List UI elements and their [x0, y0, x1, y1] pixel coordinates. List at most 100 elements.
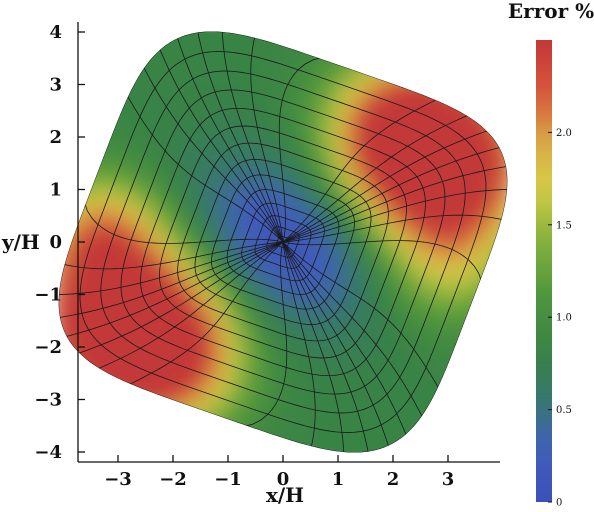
field-cell	[58, 263, 64, 275]
field-cell	[503, 441, 508, 453]
field-cell	[96, 168, 108, 180]
field-cell	[338, 284, 350, 296]
field-cell	[360, 294, 372, 306]
field-cell	[327, 441, 339, 453]
field-cell	[96, 347, 108, 359]
field-cell	[437, 273, 449, 285]
field-cell	[118, 53, 130, 65]
field-cell	[85, 221, 97, 233]
field-cell	[272, 326, 284, 338]
field-cell	[206, 441, 218, 453]
field-cell	[349, 463, 361, 475]
field-cell	[305, 242, 317, 254]
field-cell	[404, 231, 416, 243]
field-cell	[470, 389, 482, 401]
field-cell	[470, 11, 482, 23]
field-cell	[151, 252, 163, 264]
mesh-ring	[79, 51, 487, 433]
field-cell	[360, 31, 372, 33]
field-cell	[195, 326, 207, 338]
field-cell	[74, 389, 86, 401]
field-cell	[426, 168, 438, 180]
field-cell	[96, 53, 108, 65]
field-cell	[162, 137, 174, 149]
field-cell	[250, 84, 262, 96]
field-cell	[492, 441, 504, 453]
field-cell	[151, 231, 163, 243]
field-cell	[338, 84, 350, 96]
field-cell	[184, 368, 196, 380]
field-cell	[195, 252, 207, 264]
field-cell	[195, 357, 207, 369]
field-cell	[327, 242, 339, 254]
field-cell	[250, 63, 262, 75]
field-cell	[327, 221, 339, 233]
field-cell	[437, 221, 449, 233]
field-cell	[129, 158, 141, 170]
field-cell	[283, 116, 295, 128]
field-cell	[470, 252, 482, 264]
field-cell	[393, 294, 405, 306]
field-cell	[349, 294, 361, 306]
field-cell	[503, 158, 508, 170]
field-cell	[448, 410, 460, 422]
field-cell	[118, 11, 130, 23]
field-cell	[74, 179, 86, 191]
field-cell	[360, 231, 372, 243]
field-cell	[74, 357, 86, 369]
field-cell	[305, 179, 317, 191]
field-cell	[58, 431, 64, 443]
field-cell	[63, 105, 75, 117]
field-cell	[74, 378, 86, 390]
field-cell	[239, 32, 251, 44]
field-cell	[140, 126, 152, 138]
field-cell	[492, 221, 504, 233]
field-cell	[118, 263, 130, 275]
mesh-radial-line	[282, 110, 479, 243]
field-cell	[272, 315, 284, 327]
field-cell	[107, 368, 119, 380]
field-cell	[118, 347, 130, 359]
field-cell	[316, 273, 328, 285]
field-cell	[481, 189, 493, 201]
field-cell	[118, 294, 130, 306]
field-cell	[107, 32, 119, 44]
mesh-radial-line	[282, 144, 508, 243]
mesh-ring	[177, 142, 389, 342]
field-cell	[129, 116, 141, 128]
field-cell	[96, 126, 108, 138]
field-cell	[173, 200, 185, 212]
field-cell	[107, 168, 119, 180]
field-cell	[173, 74, 185, 86]
field-cell	[360, 378, 372, 390]
field-cell	[371, 210, 383, 222]
field-cell	[129, 147, 141, 159]
field-cell	[96, 158, 108, 170]
field-cell	[96, 410, 108, 422]
field-cell	[250, 389, 262, 401]
field-cell	[371, 284, 383, 296]
field-cell	[305, 74, 317, 86]
field-cell	[151, 53, 163, 65]
field-cell	[250, 53, 262, 65]
field-cell	[426, 357, 438, 369]
field-cell	[173, 326, 185, 338]
field-cell	[58, 305, 64, 317]
field-cell	[437, 336, 449, 348]
field-cell	[283, 389, 295, 401]
field-cell	[415, 441, 427, 453]
field-cell	[492, 263, 504, 275]
field-cell	[327, 11, 339, 23]
field-cell	[305, 463, 317, 475]
field-cell	[261, 441, 273, 453]
field-cell	[107, 252, 119, 264]
field-cell	[239, 11, 251, 23]
field-cell	[63, 32, 75, 44]
field-cell	[217, 221, 229, 233]
field-cell	[426, 105, 438, 117]
field-cell	[360, 11, 372, 23]
field-cell	[206, 305, 218, 317]
field-cell	[338, 179, 350, 191]
field-cell	[261, 399, 273, 411]
field-cell	[96, 305, 108, 317]
